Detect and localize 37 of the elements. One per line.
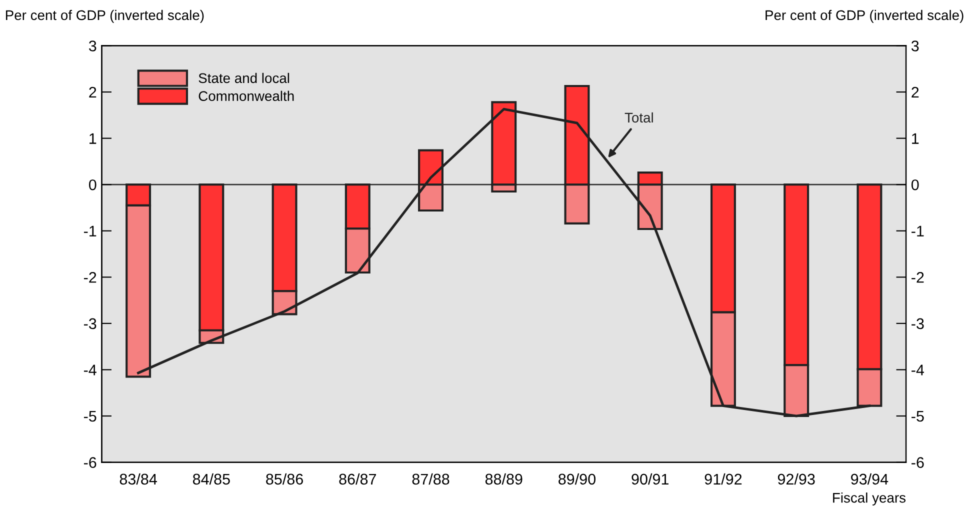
x-axis-title: Fiscal years — [833, 492, 906, 506]
y-tick-label: 2 — [89, 86, 96, 98]
y2-tick-label: -3 — [912, 318, 924, 330]
y2-tick-label: 3 — [911, 40, 919, 52]
y-tick-label: -6 — [84, 457, 96, 468]
text: Total — [624, 112, 653, 123]
x-tick-label: 91/92 — [704, 473, 742, 485]
y2-tick-label: 2 — [912, 86, 919, 98]
y-tick-label: 1 — [90, 133, 96, 144]
y-tick-label: 0 — [88, 179, 96, 190]
x-tick-label: 88/89 — [485, 473, 522, 485]
x-tick-label: 83/84 — [120, 473, 157, 485]
y2-tick-label: 1 — [912, 133, 919, 144]
x-tick-label: 87/88 — [412, 473, 450, 485]
x-tick-label: 86/87 — [339, 473, 376, 485]
y-tick-label: 3 — [88, 40, 96, 52]
x-tick-label: 84/85 — [192, 473, 230, 485]
y-tick-label: -2 — [84, 272, 96, 283]
y-tick-label: -5 — [84, 411, 96, 422]
x-tick-label: 93/94 — [851, 473, 888, 485]
legend-label: State and local — [198, 72, 290, 84]
x-tick-label: 89/90 — [558, 473, 596, 485]
y2-tick-label: -1 — [912, 226, 924, 236]
legend-label: Commonwealth — [198, 90, 294, 101]
y2-tick-label: -2 — [912, 272, 924, 283]
y-tick-label: -3 — [84, 318, 96, 330]
y2-tick-label: -4 — [912, 364, 924, 376]
y2-axis-title: Per cent of GDP (inverted scale) — [766, 10, 964, 23]
x-tick-label: 92/93 — [778, 473, 815, 485]
y-tick-label: -1 — [84, 226, 96, 236]
y2-tick-label: 0 — [911, 179, 919, 190]
y2-tick-label: -5 — [912, 411, 924, 422]
x-tick-label: 90/91 — [632, 473, 668, 485]
y-axis-title: Per cent of GDP (inverted scale) — [6, 10, 204, 23]
y2-tick-label: -6 — [912, 457, 924, 468]
y-tick-label: -4 — [84, 364, 96, 376]
x-tick-label: 85/86 — [266, 473, 303, 485]
